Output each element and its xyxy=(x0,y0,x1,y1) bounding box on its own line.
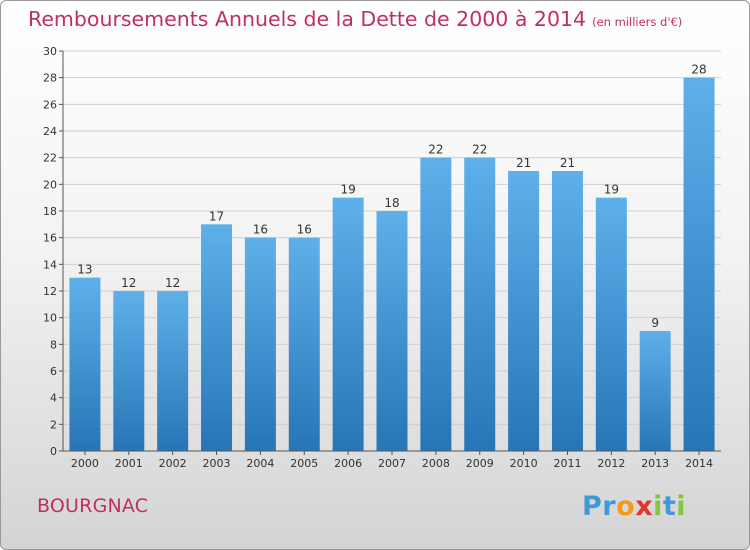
data-label: 18 xyxy=(384,196,399,210)
y-tick-label: 18 xyxy=(43,205,57,218)
data-label: 21 xyxy=(516,156,531,170)
x-tick-label: 2001 xyxy=(115,457,143,470)
chart-title-text: Remboursements Annuels de la Dette de 20… xyxy=(28,7,587,31)
data-label: 28 xyxy=(691,63,706,77)
x-tick-label: 2012 xyxy=(597,457,625,470)
data-label: 16 xyxy=(297,223,312,237)
data-label: 21 xyxy=(560,156,575,170)
logo-letter: r xyxy=(602,491,617,522)
y-tick-label: 20 xyxy=(43,178,57,191)
bar xyxy=(639,331,671,451)
bar xyxy=(376,211,408,451)
y-tick-label: 26 xyxy=(43,98,57,111)
y-tick-label: 14 xyxy=(43,258,57,271)
x-tick-label: 2003 xyxy=(203,457,231,470)
x-tick-label: 2004 xyxy=(246,457,274,470)
data-label: 22 xyxy=(428,143,443,157)
x-tick-label: 2009 xyxy=(466,457,494,470)
data-label: 12 xyxy=(165,276,180,290)
x-tick-label: 2006 xyxy=(334,457,362,470)
bars xyxy=(69,77,715,452)
x-axis-ticks: 2000 2001 2002 2003 2004 2005 2006 2007 2008 2009… xyxy=(71,451,713,470)
proxiti-logo: Proxiti xyxy=(582,491,686,522)
data-label: 9 xyxy=(651,316,659,330)
bar xyxy=(69,277,101,451)
bar xyxy=(244,237,276,451)
x-tick-label: 2014 xyxy=(685,457,713,470)
logo-letter: P xyxy=(582,491,603,522)
data-label: 12 xyxy=(121,276,136,290)
y-tick-label: 30 xyxy=(43,45,57,58)
chart-unit: (en milliers d'€) xyxy=(592,15,683,29)
bar xyxy=(508,171,540,451)
data-label: 19 xyxy=(340,183,355,197)
commune-name: BOURGNAC xyxy=(37,495,149,517)
chart-title: Remboursements Annuels de la Dette de 20… xyxy=(28,7,682,31)
y-tick-label: 0 xyxy=(50,445,57,458)
y-tick-label: 22 xyxy=(43,152,57,165)
bar xyxy=(551,171,583,451)
x-tick-label: 2013 xyxy=(641,457,669,470)
bar xyxy=(420,157,452,451)
bar xyxy=(683,77,715,452)
y-tick-label: 2 xyxy=(50,418,57,431)
logo-letter: i xyxy=(676,491,687,522)
bar xyxy=(464,157,496,451)
bar xyxy=(113,291,145,451)
x-tick-label: 2010 xyxy=(510,457,538,470)
data-labels: 13 12 12 17 16 16 19 18 22 22 21 21 19 9 28 xyxy=(77,63,706,330)
y-tick-label: 16 xyxy=(43,232,57,245)
logo-letter: x xyxy=(635,491,654,522)
y-tick-label: 28 xyxy=(43,72,57,85)
data-label: 13 xyxy=(77,263,92,277)
data-label: 16 xyxy=(253,223,268,237)
y-tick-label: 12 xyxy=(43,285,57,298)
bar xyxy=(595,197,627,451)
y-tick-label: 4 xyxy=(50,392,57,405)
bar xyxy=(332,197,364,451)
x-tick-label: 2005 xyxy=(290,457,318,470)
logo-letter: o xyxy=(616,491,636,522)
bar xyxy=(201,224,233,451)
y-tick-label: 8 xyxy=(50,338,57,351)
x-tick-label: 2008 xyxy=(422,457,450,470)
logo-letter: t xyxy=(662,491,677,522)
y-tick-label: 24 xyxy=(43,125,57,138)
bar xyxy=(288,237,320,451)
x-tick-label: 2000 xyxy=(71,457,99,470)
data-label: 17 xyxy=(209,209,224,223)
x-tick-label: 2007 xyxy=(378,457,406,470)
bar xyxy=(157,291,189,451)
y-tick-label: 6 xyxy=(50,365,57,378)
logo-letter: i xyxy=(653,491,663,522)
x-tick-label: 2002 xyxy=(159,457,187,470)
y-tick-label: 10 xyxy=(43,312,57,325)
data-label: 19 xyxy=(604,183,619,197)
x-tick-label: 2011 xyxy=(553,457,581,470)
data-label: 22 xyxy=(472,143,487,157)
